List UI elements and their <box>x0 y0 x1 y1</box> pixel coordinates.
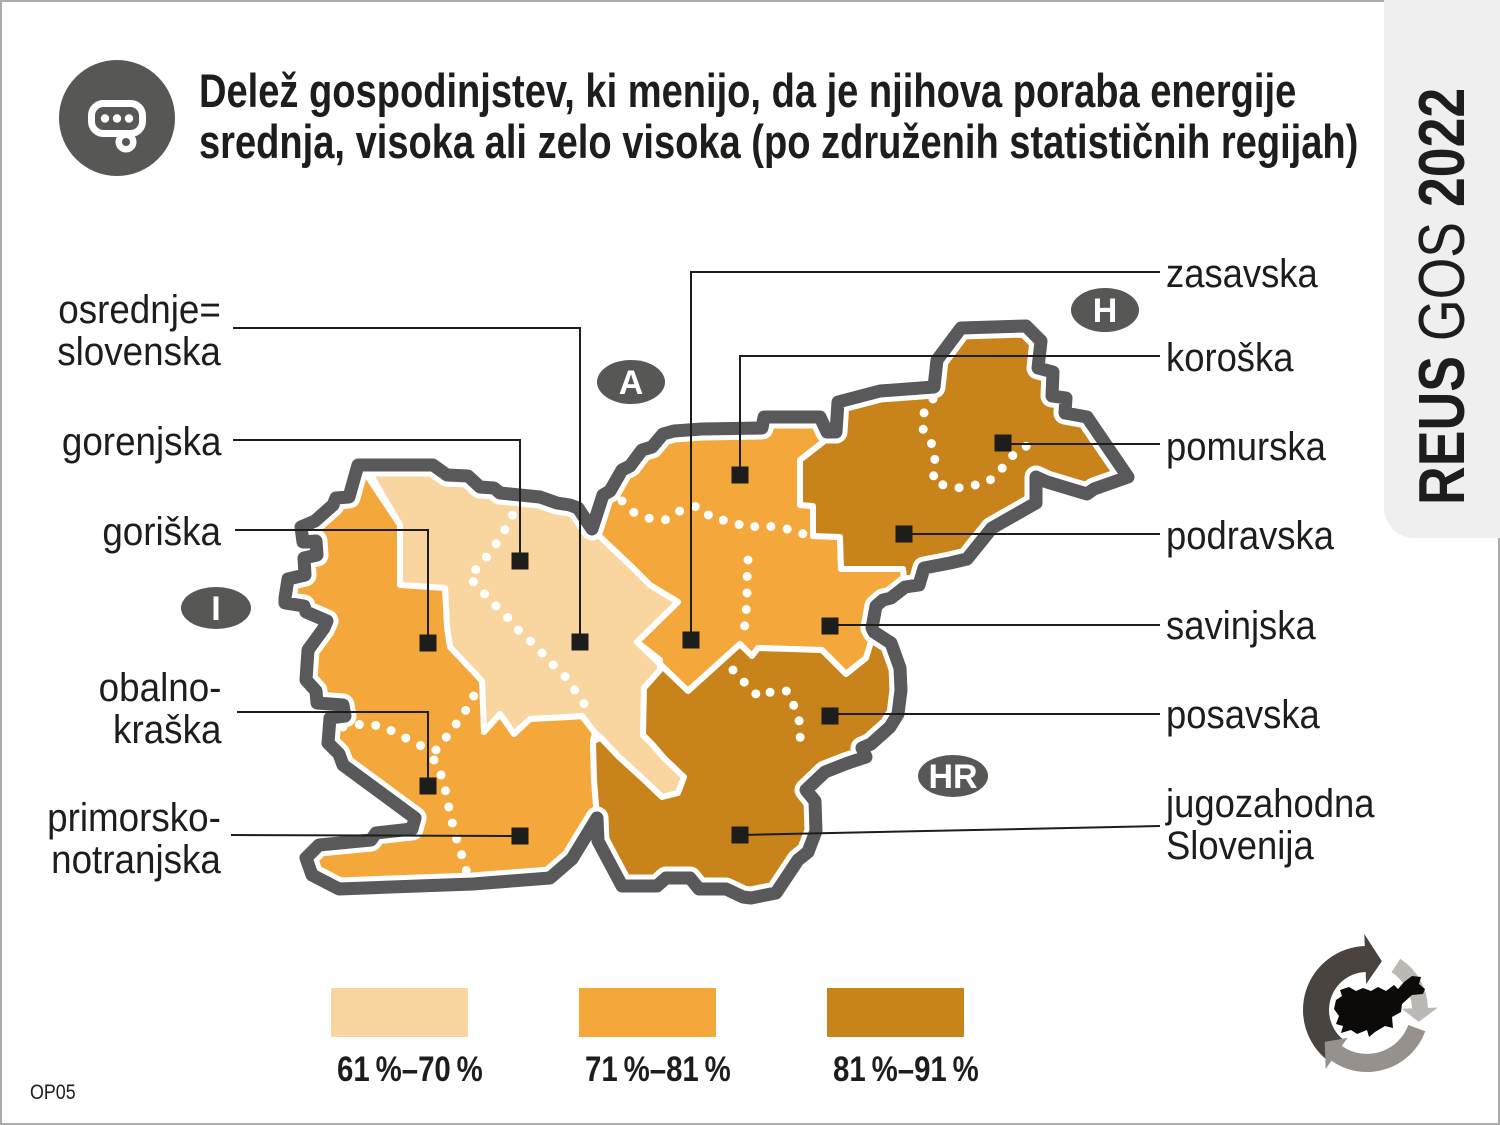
svg-text:A: A <box>619 364 644 402</box>
svg-text:H: H <box>1093 292 1118 330</box>
svg-text:REUS GOS 2022: REUS GOS 2022 <box>1405 88 1478 505</box>
svg-text:I: I <box>211 590 220 628</box>
svg-text:HR: HR <box>928 758 977 796</box>
